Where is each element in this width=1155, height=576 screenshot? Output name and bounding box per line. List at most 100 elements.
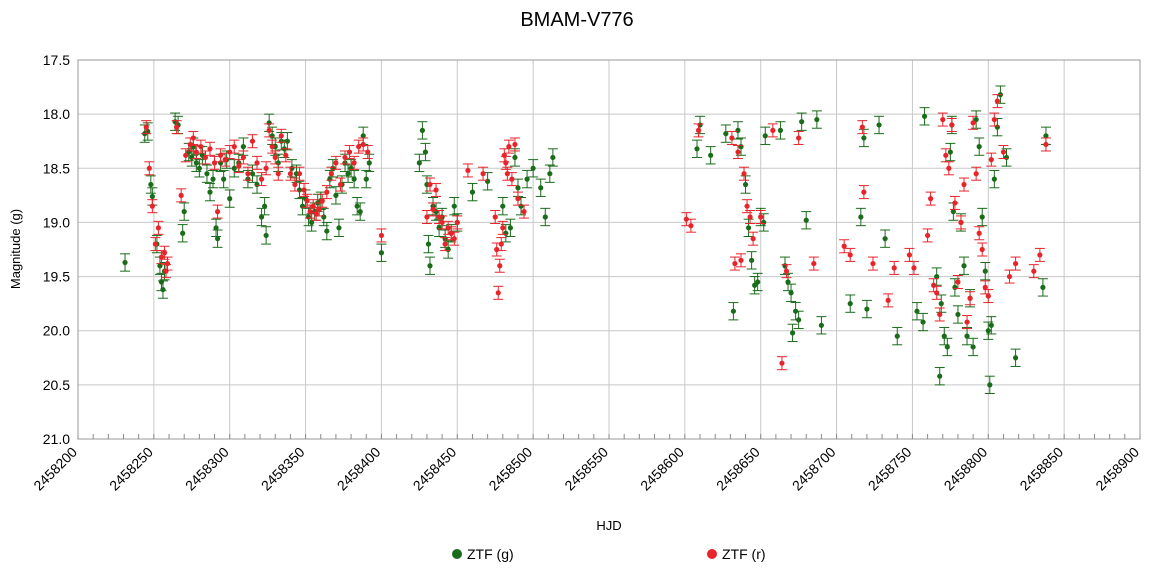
- ztf-r-marker: [906, 252, 912, 258]
- ztf-r-point: [883, 293, 894, 308]
- ztf-g-point: [544, 164, 555, 183]
- ztf-g-marker: [378, 250, 385, 256]
- ztf-g-marker: [321, 214, 327, 220]
- ztf-g-point: [1010, 348, 1021, 367]
- ztf-g-point: [417, 121, 428, 140]
- ztf-r-point: [908, 260, 919, 275]
- ztf-g-marker: [1012, 355, 1019, 361]
- ztf-r-marker: [333, 160, 339, 166]
- ztf-g-marker: [982, 268, 988, 274]
- ztf-g-marker: [445, 246, 451, 253]
- ztf-g-marker: [550, 154, 556, 161]
- ztf-r-point: [496, 237, 507, 252]
- ztf-g-marker: [240, 144, 246, 150]
- ztf-g-point: [934, 367, 945, 386]
- ztf-g-point: [948, 202, 959, 221]
- x-axis-label: HJD: [596, 518, 621, 533]
- ztf-g-marker: [745, 225, 752, 231]
- x-tick-label: 2458700: [789, 444, 839, 494]
- x-tick-label: 2458500: [485, 444, 535, 494]
- ztf-r-marker: [500, 225, 506, 231]
- ztf-g-marker: [970, 344, 976, 350]
- ztf-r-point: [693, 123, 704, 138]
- ztf-g-marker: [847, 301, 853, 307]
- ztf-r-point: [229, 139, 240, 154]
- ztf-g-point: [775, 121, 786, 140]
- ztf-g-marker: [864, 306, 870, 312]
- ztf-r-marker: [735, 149, 741, 155]
- ztf-r-marker: [266, 127, 272, 133]
- ztf-r-marker: [143, 124, 149, 130]
- y-axis-label: Magnitude (g): [8, 209, 23, 289]
- ztf-r-marker: [811, 260, 817, 267]
- ztf-g-marker: [149, 193, 155, 200]
- ztf-r-marker: [263, 165, 269, 171]
- ztf-g-marker: [249, 171, 256, 177]
- ztf-r-point: [144, 161, 155, 176]
- ztf-g-point: [535, 178, 546, 197]
- ztf-g-point: [945, 142, 956, 162]
- ztf-r-marker: [1037, 252, 1043, 258]
- ztf-r-point: [949, 195, 960, 210]
- ztf-r-point: [294, 166, 305, 181]
- ztf-g-point: [918, 312, 929, 332]
- ztf-r-marker: [973, 171, 979, 177]
- ztf-g-point: [547, 148, 558, 167]
- ztf-r-marker: [729, 135, 735, 141]
- ztf-r-marker: [495, 290, 501, 296]
- ztf-r-point: [261, 161, 272, 176]
- ztf-r-point: [983, 289, 994, 304]
- ztf-g-marker: [861, 135, 867, 141]
- ztf-r-marker: [178, 192, 184, 198]
- ztf-g-point: [801, 211, 812, 230]
- ztf-g-point: [259, 197, 270, 216]
- ztf-r-marker: [961, 181, 967, 188]
- ztf-r-marker: [365, 149, 371, 155]
- ztf-g-point: [959, 256, 970, 275]
- ztf-r-marker: [741, 171, 747, 177]
- ztf-r-marker: [324, 189, 330, 195]
- ztf-r-marker: [521, 209, 527, 215]
- ztf-g-marker: [210, 176, 216, 182]
- ztf-g-marker: [324, 228, 330, 234]
- ztf-r-point: [1034, 247, 1045, 262]
- ztf-r-point: [321, 185, 332, 200]
- ztf-r-marker: [498, 241, 504, 247]
- ztf-r-point: [776, 356, 787, 371]
- ztf-r-marker: [494, 246, 500, 253]
- ztf-g-marker: [914, 308, 920, 314]
- ztf-g-marker: [360, 133, 366, 139]
- ztf-g-point: [330, 186, 341, 205]
- ztf-r-point: [1004, 269, 1015, 284]
- ztf-r-marker: [445, 225, 451, 231]
- ztf-g-marker: [366, 160, 372, 166]
- ztf-g-point: [343, 164, 354, 183]
- ztf-g-point: [333, 218, 344, 238]
- ztf-r-point: [238, 150, 249, 165]
- x-tick-label: 2458750: [865, 444, 915, 494]
- ztf-r-marker: [1043, 141, 1049, 148]
- ztf-r-marker: [283, 152, 289, 158]
- ztf-r-point: [974, 226, 985, 241]
- ztf-r-marker: [934, 290, 940, 296]
- ztf-r-marker: [211, 160, 218, 166]
- ztf-r-point: [808, 256, 819, 271]
- ztf-g-marker: [419, 127, 425, 133]
- ztf-r-point: [478, 166, 489, 181]
- ztf-r-point: [977, 242, 988, 257]
- ztf-r-point: [349, 155, 360, 170]
- x-tick-label: 2458900: [1092, 444, 1142, 494]
- ztf-g-marker: [425, 241, 432, 247]
- ztf-g-point: [728, 302, 739, 321]
- ztf-r-point: [857, 120, 868, 135]
- ztf-r-marker: [512, 141, 518, 148]
- ztf-r-marker: [442, 241, 448, 247]
- ztf-g-point: [1037, 278, 1048, 297]
- ztf-g-marker: [254, 181, 260, 188]
- ztf-r-point: [285, 166, 296, 181]
- ztf-r-marker: [970, 120, 976, 126]
- y-tick-label: 20.0: [43, 323, 70, 339]
- ztf-r-point: [732, 145, 743, 160]
- ztf-r-point: [971, 166, 982, 181]
